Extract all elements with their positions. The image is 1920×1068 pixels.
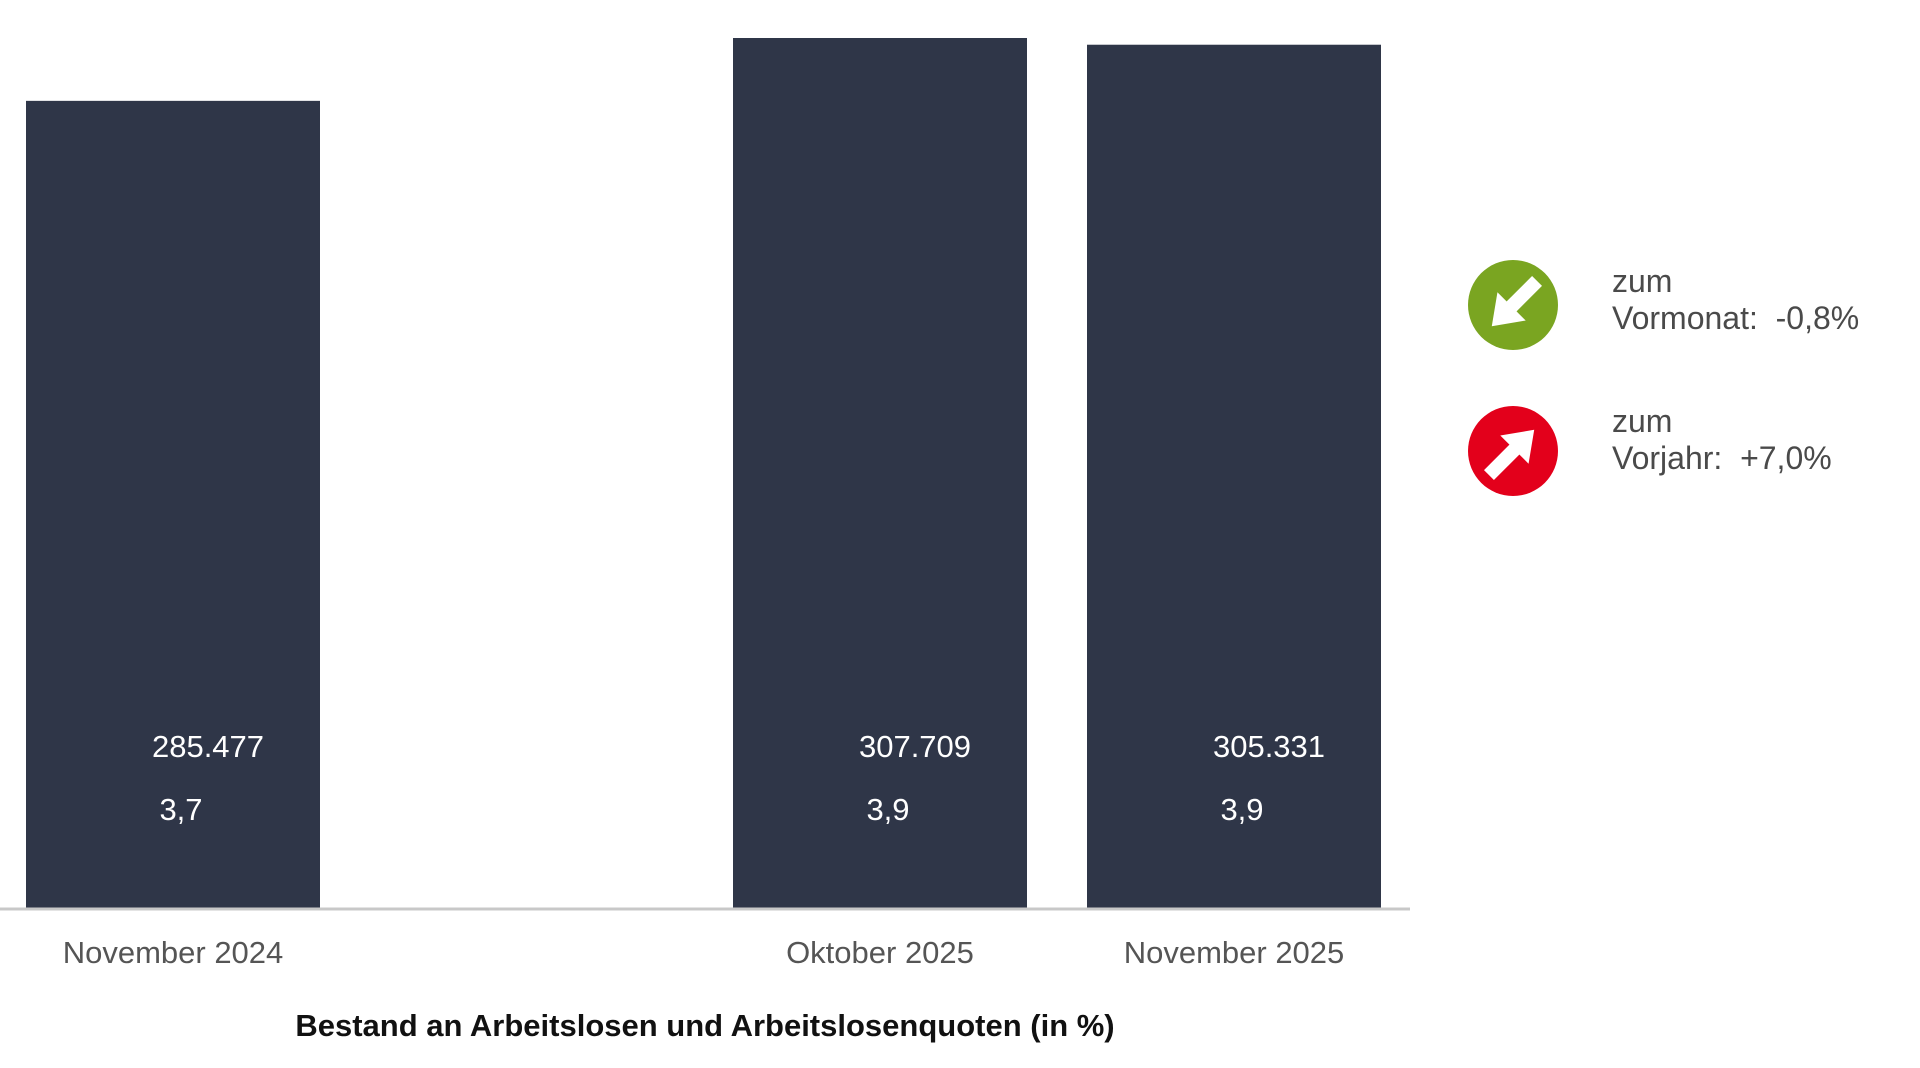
legend-item-vorjahr: zum Vorjahr: +7,0%: [1612, 403, 1832, 477]
bar: [1087, 44, 1381, 908]
arrow-up-right-icon: [1468, 406, 1558, 496]
legend-line1: zum: [1612, 263, 1673, 299]
legend-line1: zum: [1612, 403, 1673, 439]
legend-line2: Vorjahr:: [1612, 439, 1723, 476]
legend-item-vormonat: zum Vormonat: -0,8%: [1612, 263, 1859, 337]
bar-rate-label: 3,9: [866, 792, 909, 827]
bar-value-label: 285.477: [152, 729, 264, 764]
legend-line2: Vormonat:: [1612, 299, 1758, 336]
chart-title: Bestand an Arbeitslosen und Arbeitslosen…: [295, 1008, 1115, 1043]
bar-rate-label: 3,9: [1220, 792, 1263, 827]
legend-value: +7,0%: [1740, 439, 1832, 476]
bar-value-label: 307.709: [859, 729, 971, 764]
x-tick-label: November 2025: [1124, 935, 1345, 970]
bar: [26, 100, 320, 909]
bar-value-label: 305.331: [1213, 729, 1325, 764]
legend-value: -0,8%: [1775, 299, 1860, 336]
bar: [733, 38, 1027, 908]
bar-rate-label: 3,7: [159, 792, 202, 827]
x-tick-label: Oktober 2025: [786, 935, 974, 970]
arrow-down-right-icon: [1468, 260, 1558, 350]
x-tick-label: November 2024: [63, 935, 284, 970]
